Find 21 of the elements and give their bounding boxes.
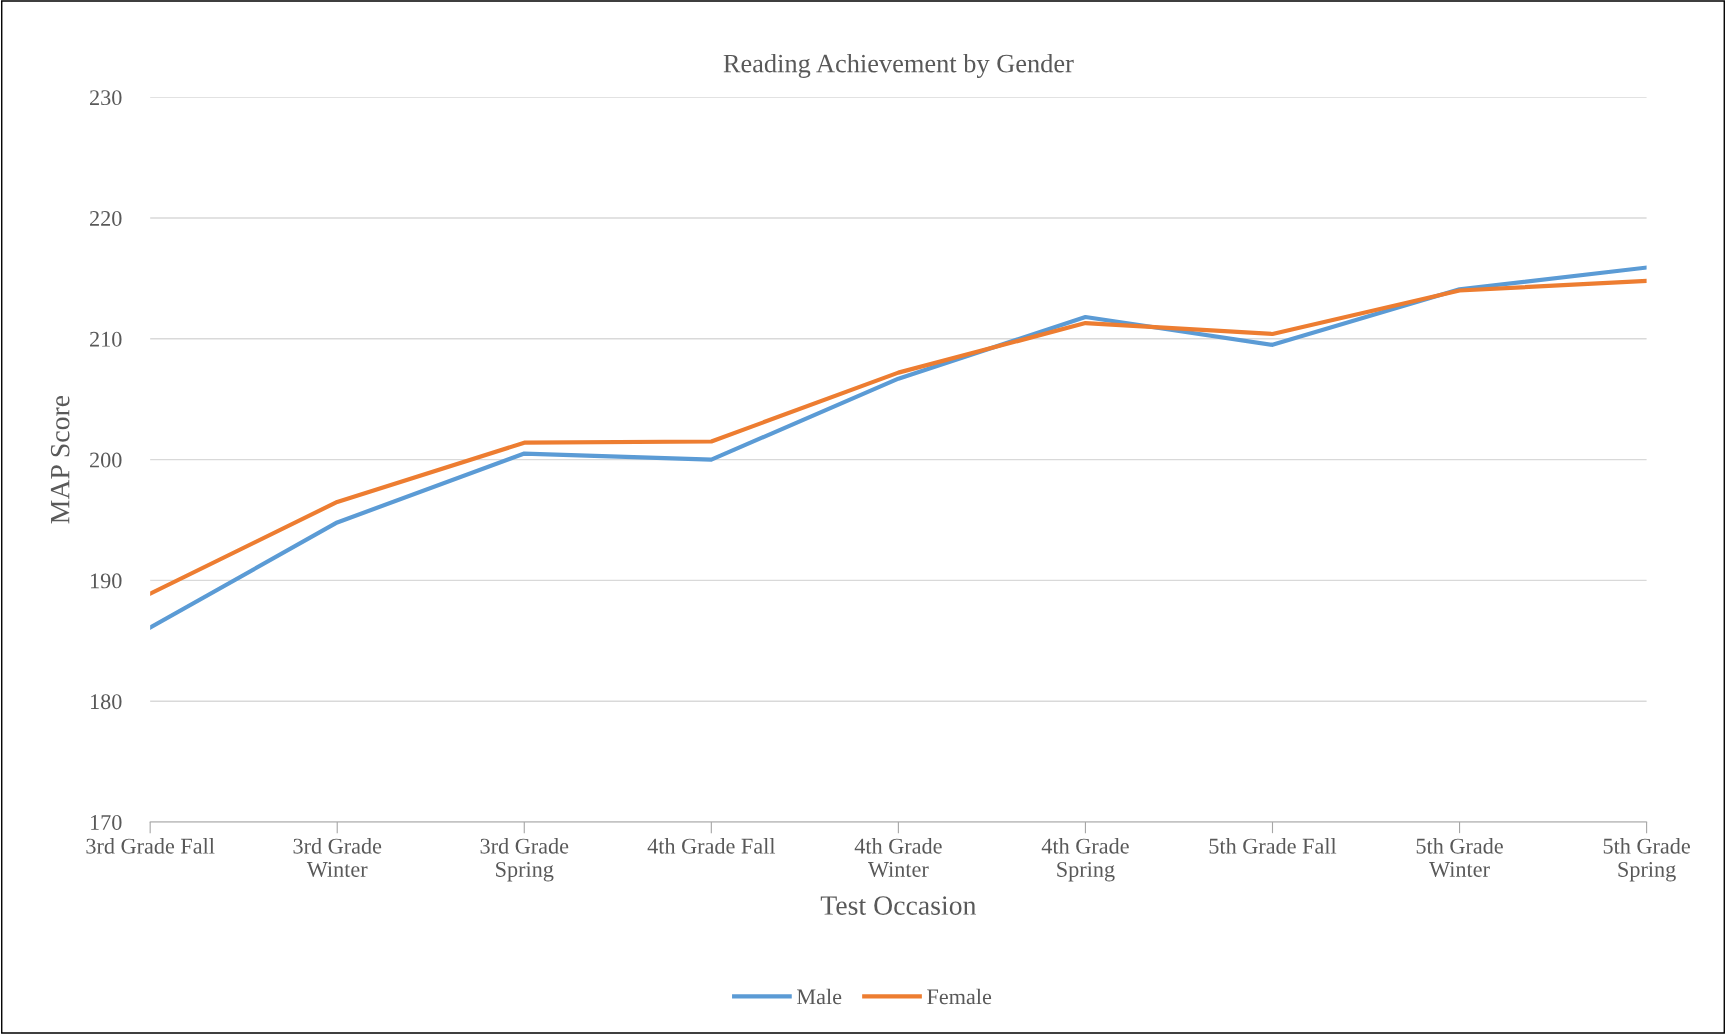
y-tick-label: 180 xyxy=(91,694,122,710)
x-tick-label: 4th Grade Winter xyxy=(854,838,942,877)
x-tick-label: 3rd Grade Spring xyxy=(480,838,569,882)
y-tick-label: 210 xyxy=(90,331,122,347)
x-axis-title: Test Occasion xyxy=(820,896,977,915)
y-tick-label: 170 xyxy=(91,814,122,830)
y-tick-label: 200 xyxy=(90,452,122,468)
y-axis-title: MAP Score xyxy=(50,395,70,524)
legend-label: Male xyxy=(796,988,842,1005)
y-tick-label: 220 xyxy=(90,210,122,226)
x-tick-label: 5th Grade Fall xyxy=(1209,838,1337,854)
x-tick-label: 4th Grade Fall xyxy=(647,838,776,854)
x-tick-label: 3rd Grade Fall xyxy=(86,838,215,854)
x-tick-label: 5th Grade Spring xyxy=(1603,838,1690,882)
y-tick-label: 190 xyxy=(91,573,122,589)
chart-title: Reading Achievement by Gender xyxy=(723,53,1074,78)
y-tick-label: 230 xyxy=(90,90,122,106)
x-tick-label: 4th Grade Spring xyxy=(1041,838,1129,882)
x-tick-label: 5th Grade Winter xyxy=(1416,838,1503,877)
x-tick-label: 3rd Grade Winter xyxy=(293,838,382,877)
legend-label: Female xyxy=(927,988,992,1005)
